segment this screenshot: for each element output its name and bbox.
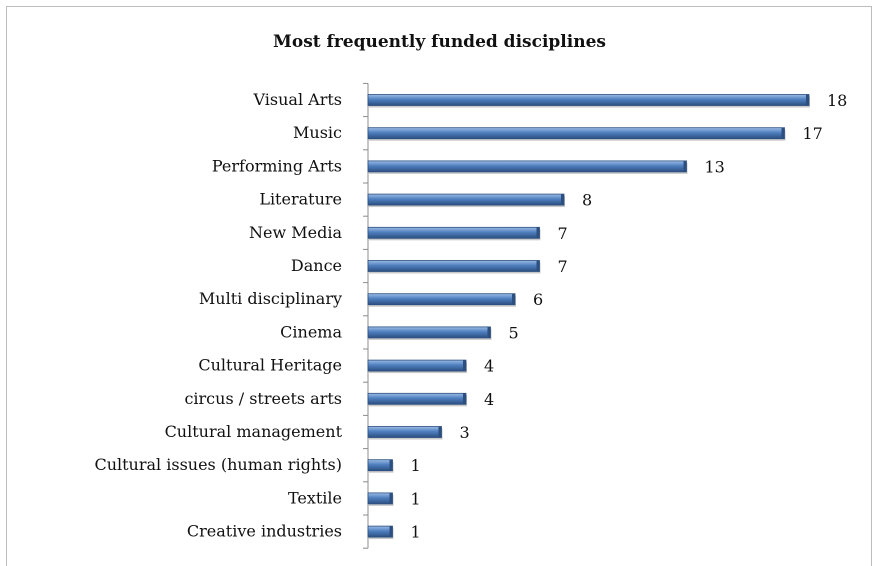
chart-title: Most frequently funded disciplines <box>273 32 606 52</box>
data-label: 13 <box>705 157 725 176</box>
bar <box>367 492 393 505</box>
bar-end-cap <box>536 260 540 272</box>
bar-end-cap <box>463 360 466 372</box>
bar-end-cap <box>389 526 393 538</box>
category-label: Cultural management <box>165 422 343 441</box>
bar <box>367 293 516 306</box>
bar <box>367 226 540 239</box>
chart-frame <box>6 6 872 566</box>
category-label: Textile <box>288 488 342 507</box>
data-label: 8 <box>582 191 592 210</box>
category-label: New Media <box>249 223 342 242</box>
bar <box>367 127 785 140</box>
bar-end-cap <box>438 426 442 438</box>
bar <box>367 359 467 372</box>
data-label: 17 <box>803 124 823 143</box>
category-label: Cinema <box>280 322 342 341</box>
category-label: Literature <box>259 190 342 209</box>
bar <box>367 525 393 538</box>
category-label: Creative industries <box>187 522 342 541</box>
data-label: 7 <box>558 224 568 243</box>
bar-end-cap <box>536 227 540 239</box>
bar <box>367 193 565 206</box>
data-label: 4 <box>484 390 494 409</box>
bar <box>367 326 491 339</box>
bar <box>367 426 442 438</box>
data-label: 4 <box>484 357 494 376</box>
category-label: Multi disciplinary <box>199 289 342 308</box>
category-label: Dance <box>291 256 342 275</box>
bar <box>367 94 810 106</box>
category-label: Cultural Heritage <box>198 356 342 375</box>
category-label: Cultural issues (human rights) <box>94 455 342 474</box>
data-label: 6 <box>533 290 543 309</box>
bar <box>367 459 393 472</box>
data-label: 1 <box>411 523 421 542</box>
data-label: 18 <box>827 91 847 110</box>
bar <box>367 392 467 405</box>
data-label: 1 <box>411 489 421 508</box>
bar-end-cap <box>389 459 393 471</box>
bar-end-cap <box>806 94 809 106</box>
data-label: 3 <box>460 423 470 442</box>
bar-end-cap <box>389 492 393 504</box>
data-label: 1 <box>411 456 421 475</box>
bar <box>367 260 540 272</box>
bar-end-cap <box>561 194 564 206</box>
data-label: 7 <box>558 257 568 276</box>
category-label: Performing Arts <box>212 156 342 175</box>
bar-end-cap <box>463 393 466 405</box>
bar-end-cap <box>683 160 687 172</box>
category-label: Music <box>293 123 342 142</box>
bar-end-cap <box>512 293 515 305</box>
data-label: 5 <box>509 323 519 342</box>
bar <box>367 160 687 173</box>
bar-end-cap <box>781 127 785 139</box>
category-label: circus / streets arts <box>184 389 342 408</box>
category-label: Visual Arts <box>253 90 343 109</box>
bar-end-cap <box>487 326 491 338</box>
